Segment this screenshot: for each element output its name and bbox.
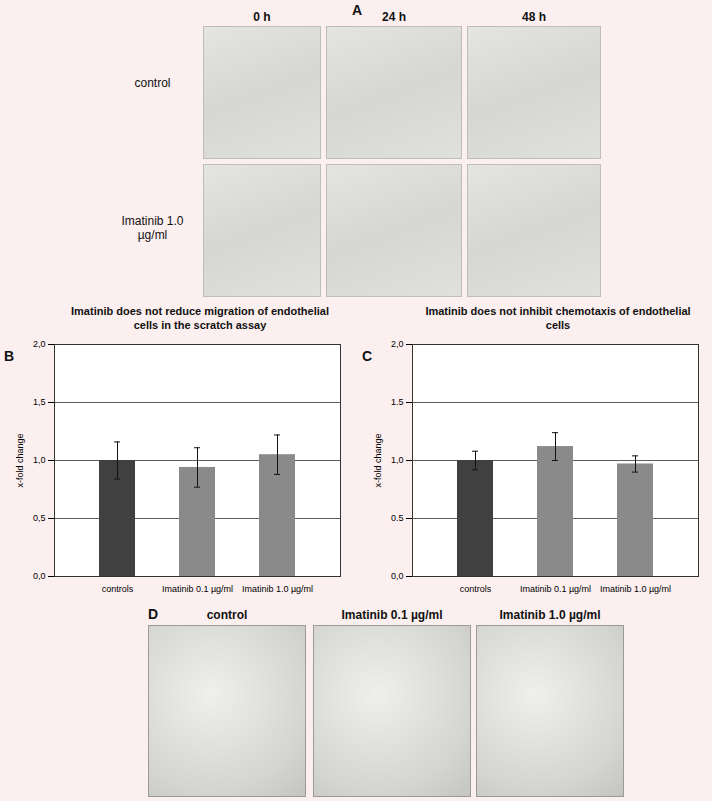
svg-text:Imatinib 0.1 µg/ml: Imatinib 0.1 µg/ml — [162, 584, 233, 594]
svg-text:x-fold change: x-fold change — [373, 433, 383, 487]
svg-text:x-fold change: x-fold change — [15, 433, 25, 487]
html-text:D: D — [148, 606, 159, 622]
html-text:24 h: 24 h — [382, 10, 406, 24]
html-text:Imatinib does not inhibit chem: Imatinib does not inhibit chemotaxis of … — [425, 305, 691, 331]
svg-text:2,0: 2,0 — [33, 339, 46, 349]
svg-text:controls: controls — [102, 584, 134, 594]
html-text:B: B — [4, 348, 15, 364]
svg-text:Imatinib 0.1 µg/ml: Imatinib 0.1 µg/ml — [520, 584, 591, 594]
svg-text:1,0: 1,0 — [391, 455, 404, 465]
html-text:0 h: 0 h — [253, 10, 271, 24]
html-text:Imatinib 1.0 µg/ml: Imatinib 1.0 µg/ml — [499, 608, 601, 622]
html-text:Imatinib 0.1 µg/ml: Imatinib 0.1 µg/ml — [341, 608, 443, 622]
svg-text:Imatinib 1.0 µg/ml: Imatinib 1.0 µg/ml — [600, 584, 671, 594]
svg-text:2,0: 2,0 — [391, 339, 404, 349]
html-text:Imatinib 1.0 µg/ml: Imatinib 1.0 µg/ml — [121, 214, 184, 242]
svg-text:Imatinib 1.0 µg/ml: Imatinib 1.0 µg/ml — [242, 584, 313, 594]
svg-text:0,5: 0,5 — [33, 513, 46, 523]
svg-text:1.5: 1.5 — [391, 397, 404, 407]
svg-text:1,0: 1,0 — [33, 455, 46, 465]
svg-text:0.5: 0.5 — [391, 513, 404, 523]
svg-text:1,5: 1,5 — [33, 397, 46, 407]
html-text:48 h: 48 h — [522, 10, 546, 24]
html-text:A: A — [352, 2, 363, 18]
html-text:Imatinib does not reduce migra: Imatinib does not reduce migration of en… — [71, 305, 329, 331]
svg-text:0,0: 0,0 — [391, 571, 404, 581]
svg-text:0,0: 0,0 — [33, 571, 46, 581]
html-text:control: control — [206, 608, 248, 622]
svg-text:controls: controls — [460, 584, 492, 594]
html-text:control: control — [134, 76, 171, 90]
html-text:C: C — [362, 348, 373, 364]
